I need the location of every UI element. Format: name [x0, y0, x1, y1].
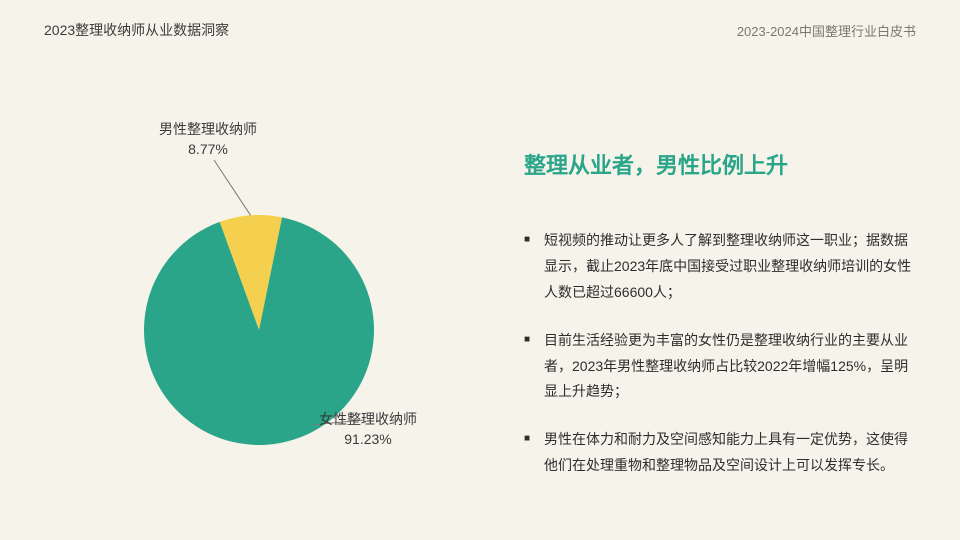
text-area: 整理从业者，男性比例上升 短视频的推动让更多人了解到整理收纳师这一职业；据数据显… — [504, 100, 916, 520]
content: 男性整理收纳师 8.77% 女性整理收纳师 91.23% 整理从业者，男性比例上… — [0, 40, 960, 520]
pie-label-male-line2: 8.77% — [159, 140, 257, 160]
section-title: 整理从业者，男性比例上升 — [524, 148, 916, 180]
bullet-item: 短视频的推动让更多人了解到整理收纳师这一职业；据数据显示，截止2023年底中国接… — [524, 228, 916, 306]
pie-label-female: 女性整理收纳师 91.23% — [319, 410, 417, 449]
header-left-title: 2023整理收纳师从业数据洞察 — [44, 20, 229, 40]
pie-label-female-line1: 女性整理收纳师 — [319, 410, 417, 430]
bullet-item: 目前生活经验更为丰富的女性仍是整理收纳行业的主要从业者，2023年男性整理收纳师… — [524, 328, 916, 406]
pie-label-female-line2: 91.23% — [319, 430, 417, 450]
header-right-subtitle: 2023-2024中国整理行业白皮书 — [737, 21, 916, 40]
leader-lines — [44, 100, 504, 520]
bullet-list: 短视频的推动让更多人了解到整理收纳师这一职业；据数据显示，截止2023年底中国接… — [524, 228, 916, 479]
pie-label-male-line1: 男性整理收纳师 — [159, 120, 257, 140]
pie-chart-area: 男性整理收纳师 8.77% 女性整理收纳师 91.23% — [44, 100, 504, 520]
pie-label-male: 男性整理收纳师 8.77% — [159, 120, 257, 159]
pie-wrap: 男性整理收纳师 8.77% 女性整理收纳师 91.23% — [44, 100, 504, 520]
header: 2023整理收纳师从业数据洞察 2023-2024中国整理行业白皮书 — [0, 0, 960, 40]
bullet-item: 男性在体力和耐力及空间感知能力上具有一定优势，这使得他们在处理重物和整理物品及空… — [524, 427, 916, 479]
